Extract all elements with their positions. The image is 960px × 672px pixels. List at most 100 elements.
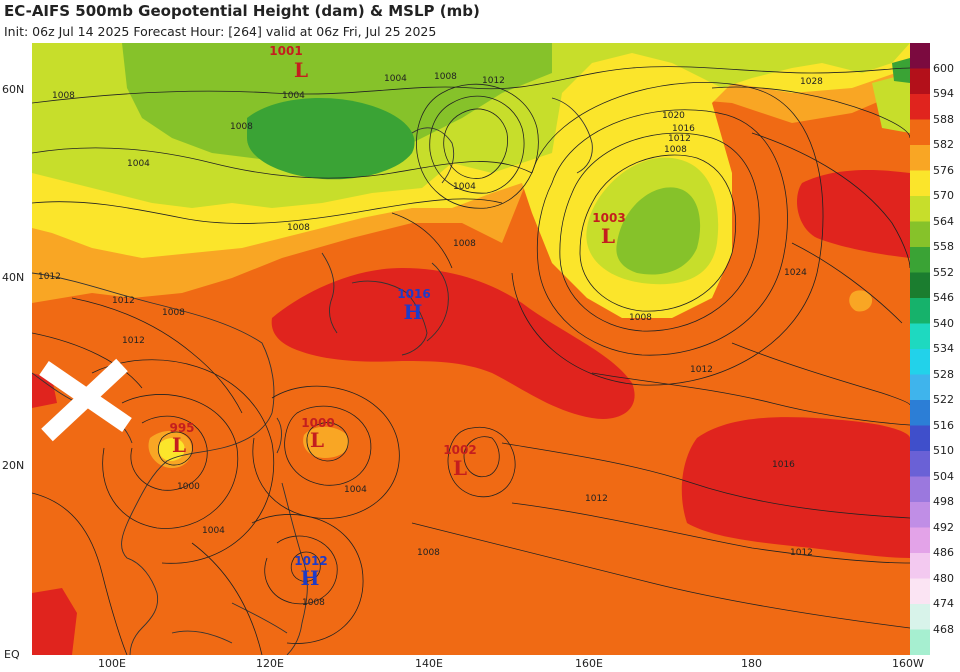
- pressure-value: 1016: [397, 287, 430, 301]
- colorbar-label: 498: [933, 495, 954, 508]
- isobar-label: 1020: [662, 111, 685, 121]
- isobar-label: 1012: [38, 272, 61, 282]
- low-1000: 1000 L: [301, 416, 334, 452]
- isobar-label: 1008: [434, 72, 457, 82]
- isobar-labels: 1004 1008 1012 1028 1020 1016 1012 1008 …: [38, 72, 823, 608]
- isobar-label: 1004: [453, 182, 476, 192]
- colorbar-swatch-516: [910, 400, 930, 426]
- colorbar-label: 540: [933, 316, 954, 330]
- colorbar-label: 534: [933, 342, 954, 355]
- colorbar-label: 510: [933, 444, 954, 457]
- height-fill-588-east: [681, 417, 910, 558]
- pressure-systems: 1001 L 1003 L 1016 H 1000 L 1002 L 995 L…: [169, 44, 625, 590]
- colorbar-label: 480: [933, 571, 954, 585]
- colorbar-swatch-468: [910, 604, 930, 630]
- colorbar-label: 558: [933, 240, 954, 253]
- isobar-label: 1000: [177, 482, 200, 492]
- pressure-letter: L: [172, 433, 186, 457]
- height-fill-558-low: [616, 187, 701, 275]
- colorbar-label: 516: [933, 418, 954, 432]
- colorbar-label: 492: [933, 520, 954, 534]
- isobar-label: 1028: [800, 77, 823, 87]
- lon-label-160e: 160E: [575, 657, 603, 670]
- isobar-label: 1004: [202, 526, 225, 536]
- colorbar-label: 582: [933, 138, 954, 151]
- isobars: [32, 66, 910, 655]
- isobar-label: 1004: [344, 485, 367, 495]
- chart-subtitle: Init: 06z Jul 14 2025 Forecast Hour: [26…: [4, 24, 437, 39]
- isobar-label: 1008: [453, 239, 476, 249]
- isobar-label: 1012: [112, 296, 135, 306]
- colorbar-label: 504: [933, 469, 954, 483]
- colorbar-swatch-492: [910, 502, 930, 528]
- lat-label-eq: EQ: [4, 648, 20, 661]
- high-1012: 1012 H: [294, 554, 327, 590]
- isobar-label: 1008: [52, 91, 75, 101]
- colorbar-label: 576: [933, 163, 954, 177]
- colorbar-label: 564: [933, 214, 954, 228]
- lon-label-100e: 100E: [98, 657, 126, 670]
- colorbar-swatch-558: [910, 221, 930, 248]
- pressure-value: 1002: [443, 443, 476, 457]
- isobar-label: 1004: [384, 74, 407, 84]
- isobar-label: 1016: [672, 124, 695, 134]
- colorbar-label: 594: [933, 87, 954, 100]
- isobar-label: 1012: [585, 494, 608, 504]
- colorbar-label: 546: [933, 291, 954, 304]
- colorbar-label: 570: [933, 189, 954, 202]
- colorbar-label: 468: [933, 622, 954, 636]
- isobar-label: 1012: [790, 548, 813, 558]
- isobar-label: 1008: [302, 598, 325, 608]
- isobar-label: 1012: [482, 76, 505, 86]
- isobar-label: 1016: [772, 460, 795, 470]
- low-1002: 1002 L: [443, 443, 476, 480]
- colorbar-swatch-582: [910, 119, 930, 146]
- colorbar-label: 552: [933, 265, 954, 279]
- pressure-value: 1001: [269, 44, 302, 58]
- isobar-label: 1008: [230, 122, 253, 132]
- chart-title: EC-AIFS 500mb Geopotential Height (dam) …: [4, 2, 480, 20]
- colorbar-swatch-540: [910, 298, 930, 324]
- colorbar-label: 588: [933, 112, 954, 126]
- pressure-value: 995: [169, 421, 194, 435]
- colorbar-swatch-594: [910, 68, 930, 95]
- colorbar-swatch-564: [910, 196, 930, 222]
- lon-label-140e: 140E: [415, 657, 443, 670]
- height-fill-588-ne: [797, 170, 910, 258]
- lat-label-20n: 20N: [2, 459, 25, 472]
- lon-label-160w: 160W: [892, 657, 924, 670]
- height-fill-576-spot: [849, 290, 873, 312]
- colorbar-swatch-486: [910, 527, 930, 554]
- colorbar-swatch-510: [910, 425, 930, 452]
- pressure-letter: L: [310, 428, 324, 452]
- pressure-value: 1003: [592, 211, 625, 225]
- height-fill-588: [271, 268, 635, 419]
- colorbar-label: 600: [933, 61, 954, 75]
- isobar-label: 1008: [417, 548, 440, 558]
- x-cross-icon: [39, 358, 132, 442]
- isobar-label: 1008: [287, 223, 310, 233]
- isobar-label: 1008: [629, 313, 652, 323]
- lon-label-120e: 120E: [256, 657, 284, 670]
- height-fill-564-ne: [872, 73, 910, 133]
- colorbar-swatch-504: [910, 451, 930, 477]
- colorbar-swatch-bottom: [910, 629, 930, 655]
- isobar-label: 1004: [282, 91, 305, 101]
- low-995: 995 L: [169, 421, 194, 457]
- colorbar-swatch-498: [910, 476, 930, 503]
- height-fill-588-sw: [32, 588, 77, 655]
- colorbar-swatch-600: [910, 43, 930, 69]
- pressure-letter: L: [294, 58, 308, 82]
- isobar-label: 1012: [668, 134, 691, 144]
- colorbar-swatch-552: [910, 247, 930, 273]
- colorbar-swatch-528: [910, 349, 930, 375]
- colorbar-swatch-546: [910, 272, 930, 299]
- pressure-letter: H: [301, 566, 320, 590]
- pressure-letter: H: [404, 300, 423, 324]
- isobar-label: 1024: [784, 268, 807, 278]
- colorbar-swatch-522: [910, 374, 930, 401]
- pressure-letter: L: [453, 456, 467, 480]
- pressure-value: 1000: [301, 416, 334, 430]
- lon-label-180: 180: [741, 657, 762, 670]
- height-fill-576-1000: [303, 426, 350, 458]
